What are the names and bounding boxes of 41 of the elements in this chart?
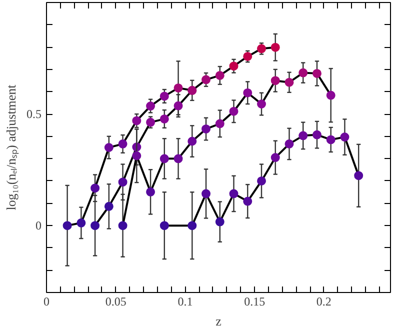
point: [188, 221, 197, 230]
point: [229, 62, 238, 71]
point: [229, 189, 238, 198]
point: [270, 76, 280, 86]
point: [146, 187, 156, 196]
point: [202, 75, 211, 84]
point: [340, 132, 350, 142]
point: [215, 217, 224, 226]
y-axis-title: log₁₀(nₑₗ/nₛₚ) adjustment: [4, 84, 20, 210]
point: [62, 221, 72, 230]
point: [298, 68, 308, 78]
point: [257, 176, 266, 186]
x-axis-title: z: [216, 314, 222, 328]
x-tick-label: 0.05: [105, 294, 126, 308]
point: [243, 52, 252, 61]
point: [270, 153, 280, 162]
x-tick-label: 0.1: [178, 294, 193, 308]
point: [298, 131, 308, 140]
x-tick-label: 0.2: [316, 294, 332, 308]
point: [104, 202, 114, 211]
point: [215, 70, 224, 80]
point: [118, 178, 128, 187]
point: [118, 221, 128, 230]
point: [326, 135, 336, 144]
point: [270, 42, 280, 52]
point: [160, 92, 169, 101]
point: [160, 221, 169, 230]
point: [284, 139, 294, 148]
point: [76, 218, 86, 228]
y-tick-label: 0.5: [26, 107, 42, 122]
point: [146, 102, 156, 110]
point: [90, 221, 100, 230]
point: [284, 78, 294, 87]
point: [90, 184, 100, 193]
point: [243, 196, 252, 206]
point: [354, 171, 364, 180]
point: [312, 68, 322, 78]
point: [174, 83, 183, 92]
point: [312, 130, 322, 140]
x-tick-label: 0.15: [244, 294, 266, 308]
point: [202, 189, 211, 198]
